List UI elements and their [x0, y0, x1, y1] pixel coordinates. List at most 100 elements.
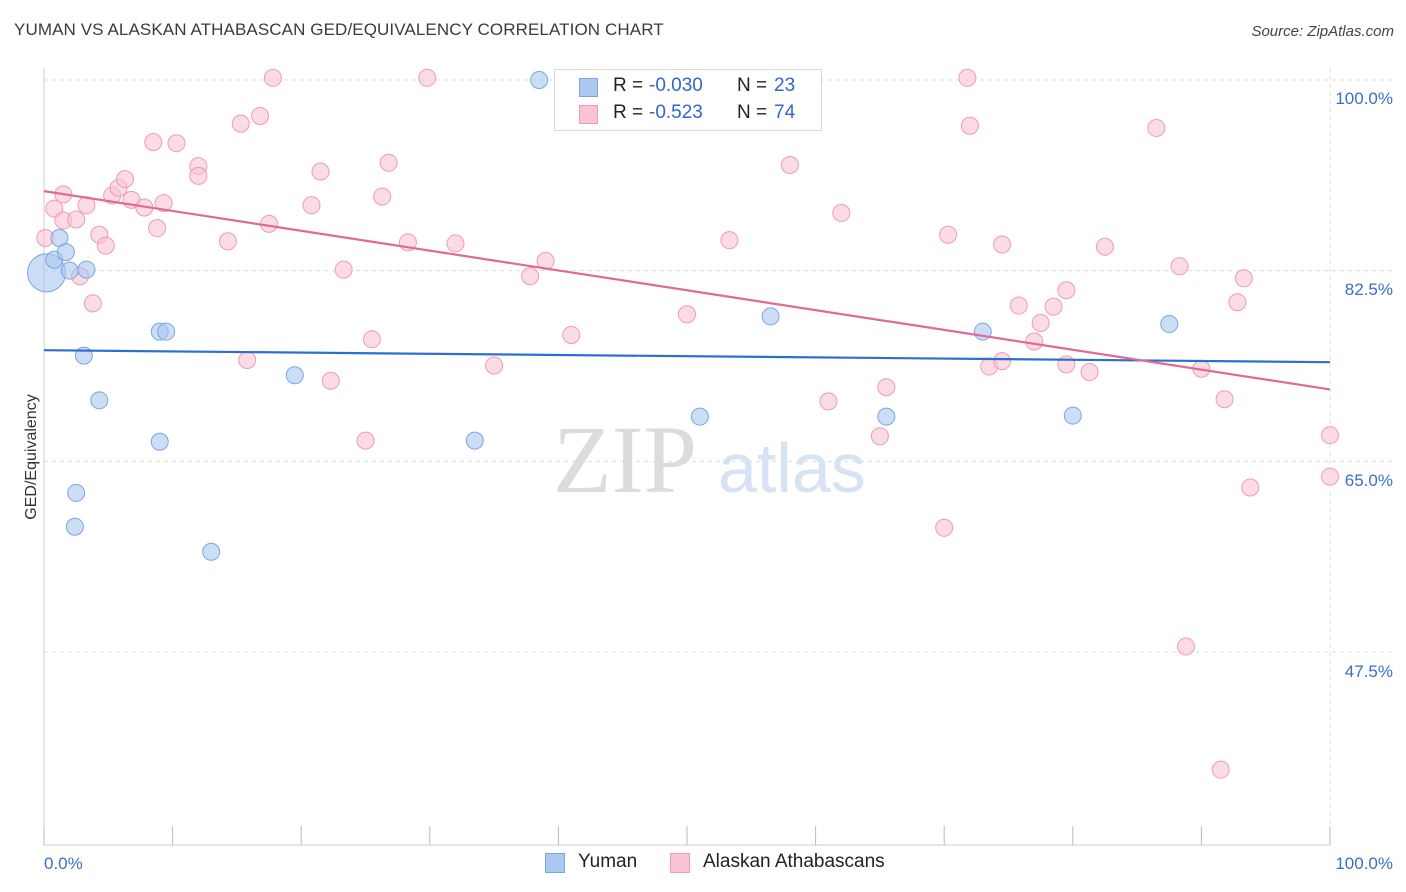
yuman-point [90, 391, 109, 410]
alaskan-point [1147, 118, 1166, 137]
alaskan-point [446, 234, 465, 253]
yuman-point [877, 407, 896, 426]
alaskan-point [1211, 760, 1230, 779]
source-label: Source: ZipAtlas.com [1251, 23, 1394, 40]
alaskan-swatch [579, 105, 598, 124]
chart-title: YUMAN VS ALASKAN ATHABASCAN GED/EQUIVALE… [14, 20, 664, 39]
alaskan-point [819, 392, 838, 411]
watermark-atlas: atlas [718, 429, 866, 507]
alaskan-point [231, 114, 250, 133]
y-tick-label: 65.0% [1345, 471, 1393, 490]
alaskan-point [1009, 296, 1028, 315]
axis-labels: 100.0% 82.5% 65.0% 47.5% 0.0% 100.0% GED… [23, 89, 1393, 873]
alaskan-point [1241, 478, 1260, 497]
alaskan-point [485, 356, 504, 375]
yuman-point [761, 307, 780, 326]
yuman-trendline [43, 349, 1331, 364]
watermark: ZIP atlas [553, 406, 866, 513]
alaskan-point [935, 518, 954, 537]
alaskan-point [167, 134, 186, 153]
yuman-point [77, 260, 96, 279]
yuman-point [60, 261, 79, 280]
alaskan-point [218, 232, 237, 251]
x-tick-label: 0.0% [44, 854, 83, 873]
r-label: R = [613, 75, 644, 96]
alaskan-point [720, 231, 739, 250]
alaskan-point [96, 236, 115, 255]
yuman-point [150, 432, 169, 451]
n-label: N = [737, 102, 768, 123]
alaskan-point [1080, 362, 1099, 381]
alaskan-point [562, 325, 581, 344]
yuman-point [56, 243, 75, 262]
r-label: R = [613, 102, 644, 123]
y-axis-title: GED/Equivalency [23, 394, 40, 519]
n-value: 23 [774, 75, 796, 96]
alaskan-point [1228, 293, 1247, 312]
axes [43, 68, 1331, 846]
alaskan-point [148, 219, 167, 238]
n-label: N = [737, 75, 768, 96]
yuman-point [690, 407, 709, 426]
yuman-point [1160, 315, 1179, 334]
alaskan-point [83, 294, 102, 313]
data-points [27, 68, 1339, 779]
alaskan-point [418, 68, 437, 87]
y-tick-label: 47.5% [1345, 662, 1393, 681]
alaskan-point [189, 166, 208, 185]
r-value: -0.030 [649, 75, 703, 96]
alaskan-point [1031, 313, 1050, 332]
alaskan-point [1234, 269, 1253, 288]
alaskan-point [238, 351, 257, 370]
alaskan-point [958, 68, 977, 87]
y-tick-label: 82.5% [1345, 280, 1393, 299]
alaskan-point [302, 196, 321, 215]
alaskan-point [832, 203, 851, 222]
yuman-point [285, 366, 304, 385]
alaskan-point [877, 378, 896, 397]
legend-label-yuman: Yuman [578, 851, 638, 872]
alaskan-point [1057, 281, 1076, 300]
x-tick-label: 100.0% [1335, 854, 1393, 873]
yuman-point [157, 322, 176, 341]
yuman-point [202, 542, 221, 561]
alaskan-point [1321, 426, 1339, 445]
yuman-point [465, 431, 484, 450]
alaskan-point [334, 260, 353, 279]
alaskan-point [263, 68, 282, 87]
alaskan-point [1095, 237, 1114, 256]
alaskan-point [1057, 355, 1076, 374]
alaskan-point [1170, 257, 1189, 276]
alaskan-point [870, 427, 889, 446]
alaskan-point [45, 199, 64, 218]
alaskan-point [1025, 332, 1044, 351]
alaskan-point [356, 431, 375, 450]
legend-label-alaskan: Alaskan Athabascans [703, 851, 885, 872]
alaskan-point [993, 352, 1012, 371]
alaskan-point [993, 235, 1012, 254]
alaskan-swatch [670, 853, 690, 873]
trendlines [43, 190, 1331, 391]
alaskan-point [251, 106, 270, 125]
alaskan-point [1215, 390, 1234, 409]
r-value: -0.523 [649, 102, 703, 123]
alaskan-trendline [43, 190, 1331, 391]
alaskan-point [154, 194, 173, 213]
alaskan-point [373, 187, 392, 206]
alaskan-point [67, 210, 86, 229]
alaskan-point [1176, 637, 1195, 656]
alaskan-point [960, 116, 979, 135]
yuman-swatch [545, 853, 565, 873]
alaskan-point [780, 155, 799, 174]
alaskan-point [939, 225, 958, 244]
alaskan-point [1321, 467, 1339, 486]
yuman-point [65, 517, 84, 536]
yuman-swatch [579, 78, 598, 97]
correlation-legend: R = -0.030 N = 23 R = -0.523 N = 74 [554, 69, 822, 131]
alaskan-point [116, 170, 135, 189]
alaskan-point [144, 133, 163, 152]
alaskan-point [521, 267, 540, 286]
alaskan-point [362, 330, 381, 349]
y-tick-label: 100.0% [1335, 89, 1393, 108]
